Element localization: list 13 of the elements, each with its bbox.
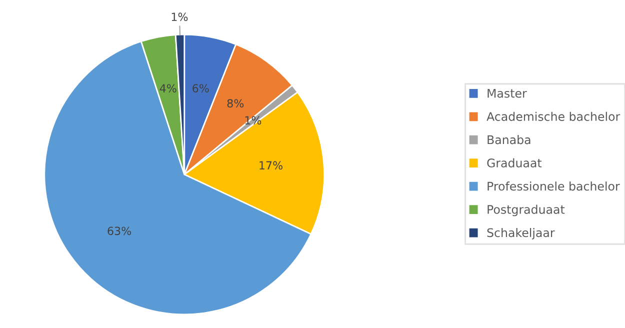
data-label: 6% xyxy=(192,84,209,92)
legend-label: Banaba xyxy=(488,135,530,144)
legend-label: Academische bachelor xyxy=(486,112,620,121)
legend-label: Postgraduaat xyxy=(488,204,565,216)
data-label: 63% xyxy=(108,226,132,236)
data-label: 8% xyxy=(227,99,244,108)
legend-label: Schakeljaar xyxy=(487,228,555,240)
legend-label: Professionele bachelor xyxy=(488,182,620,191)
data-label: 17% xyxy=(260,161,282,170)
legend-label: Graduaat xyxy=(487,158,542,168)
legend-label: Master xyxy=(488,88,527,98)
data-label: 1% xyxy=(172,12,188,22)
data-label: 4% xyxy=(160,84,176,92)
